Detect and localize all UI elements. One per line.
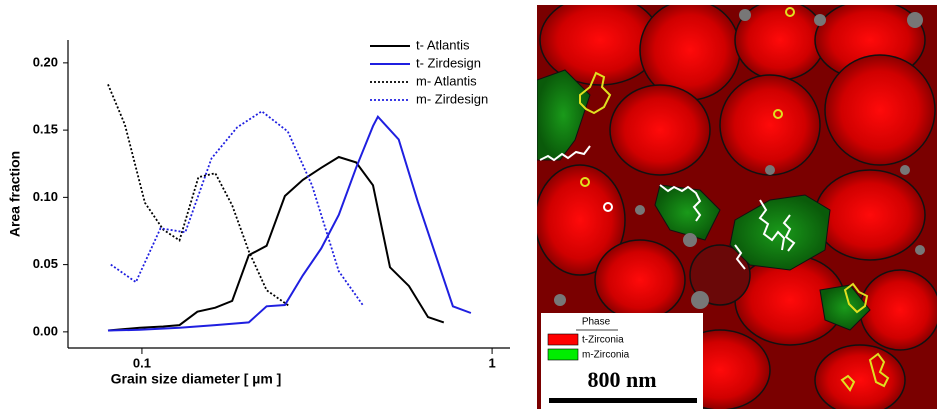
y-tick-label: 0.00 — [33, 323, 58, 338]
scale-bar-label: 800 nm — [587, 367, 656, 392]
x-tick-label: 0.1 — [133, 355, 151, 370]
y-tick-label: 0.20 — [33, 54, 58, 69]
legend-swatch — [547, 348, 579, 361]
legend-label: m-Zirconia — [582, 350, 630, 361]
plot: 0.00 0.05 0.10 0.15 0.20 0.1 1 t- Atlantis t- Zi… — [33, 37, 510, 370]
series-line — [107, 155, 445, 332]
y-tick-label: 0.10 — [33, 189, 58, 204]
legend-label: t- Atlantis — [416, 37, 470, 52]
scale-bar — [549, 398, 697, 403]
series-line — [107, 114, 472, 332]
micrograph: Phase t-Zirconia m-Zirconia 800 nm — [537, 5, 937, 409]
legend-swatch — [547, 333, 579, 346]
series-line — [110, 110, 365, 307]
y-axis-label: Area fraction — [7, 151, 23, 237]
x-tick-label: 1 — [488, 355, 495, 370]
legend-label: m- Atlantis — [416, 73, 477, 88]
legend-label: m- Zirdesign — [416, 91, 488, 106]
legend-label: t-Zirconia — [582, 335, 624, 346]
legend-label: t- Zirdesign — [416, 55, 481, 70]
legend-title: Phase — [582, 317, 611, 328]
y-tick-label: 0.05 — [33, 256, 58, 271]
series-line — [107, 84, 291, 308]
micrograph-legend-box — [541, 313, 703, 409]
x-axis-label: Grain size diameter [ µm ] — [111, 371, 282, 387]
y-tick-label: 0.15 — [33, 122, 58, 137]
